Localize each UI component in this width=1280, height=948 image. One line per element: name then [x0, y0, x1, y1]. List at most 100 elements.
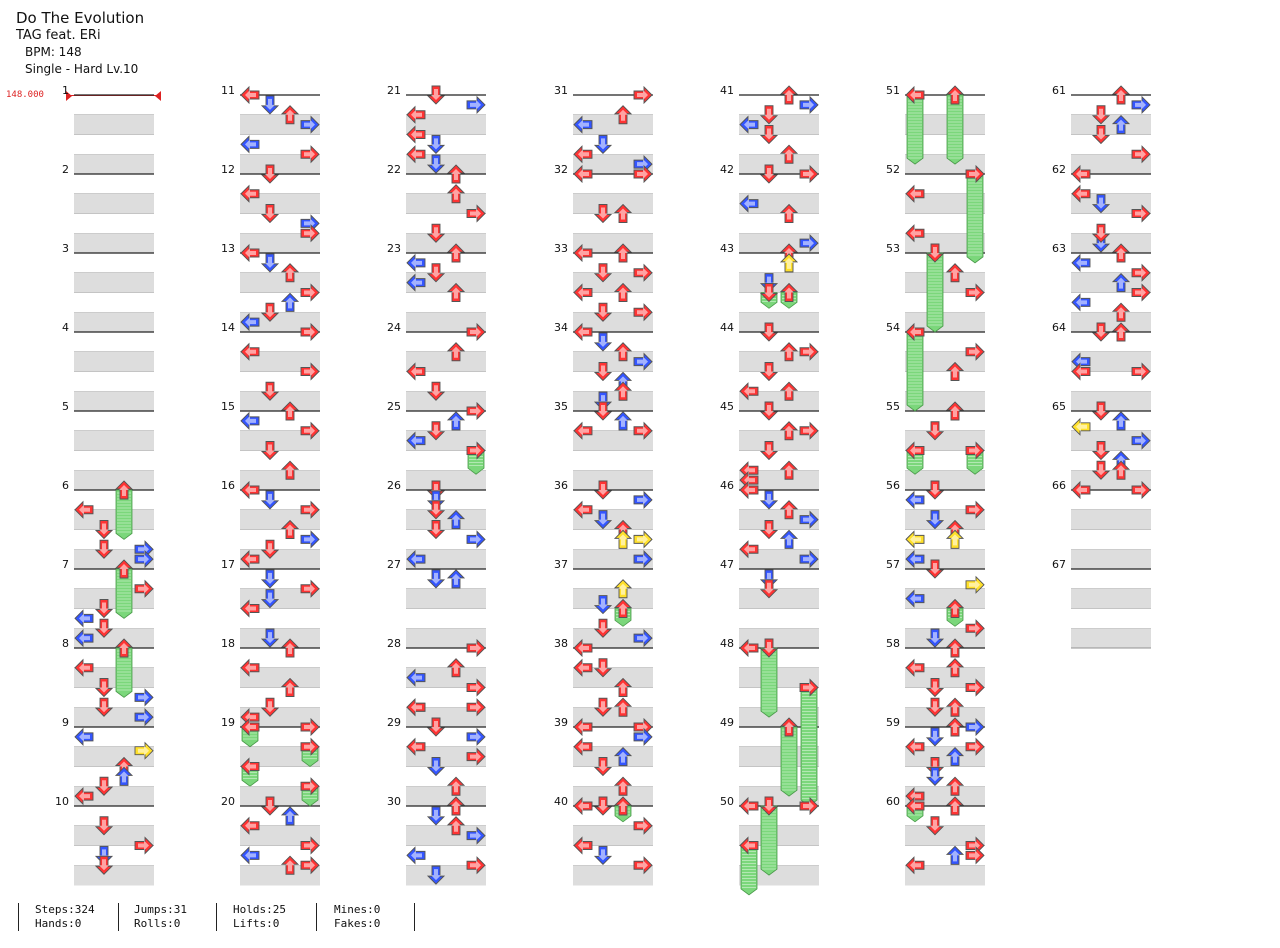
measure: 43	[720, 242, 819, 333]
arrow-right-icon	[1131, 263, 1151, 282]
arrow-right-icon	[466, 727, 486, 746]
arrow-right-icon	[466, 322, 486, 342]
hold-bar	[780, 726, 798, 797]
arrow-highlight	[598, 849, 608, 861]
arrow-highlight	[578, 722, 589, 732]
stripe	[1071, 234, 1151, 254]
arrow-up-icon	[945, 529, 965, 549]
arrow-down-icon	[759, 490, 779, 510]
arrow-up-icon	[446, 816, 466, 836]
arrow-right-icon	[633, 727, 653, 746]
arrow-highlight	[431, 523, 441, 535]
hold-body	[760, 805, 778, 876]
arrow-highlight	[930, 730, 940, 742]
arrow-right-icon	[799, 421, 819, 440]
arrow-highlight	[265, 543, 275, 555]
stripe	[240, 194, 320, 214]
arrow-right-icon	[300, 145, 320, 164]
arrow-down-icon	[260, 490, 280, 510]
arrow-down-icon	[925, 421, 945, 441]
arrow-highlight	[950, 267, 960, 279]
hold-body	[966, 173, 984, 264]
arrow-left-icon	[240, 816, 260, 835]
stripe	[240, 866, 320, 886]
arrow-right-icon	[965, 164, 985, 184]
arrow-highlight	[578, 149, 589, 160]
stripe	[240, 431, 320, 451]
stripe	[905, 431, 985, 451]
measure: 60	[886, 795, 985, 886]
measure: 50	[720, 795, 819, 886]
arrow-highlight	[784, 425, 794, 437]
arrow-highlight	[304, 366, 315, 377]
arrow-up-icon	[779, 342, 799, 362]
stripe	[1071, 313, 1151, 333]
arrow-highlight	[930, 513, 940, 525]
arrow-highlight	[1135, 149, 1146, 160]
stripe	[1071, 194, 1151, 214]
measure-number: 22	[387, 163, 401, 176]
arrow-highlight	[265, 444, 275, 456]
arrow-down-icon	[426, 806, 446, 826]
arrow-right-icon	[1131, 204, 1151, 223]
stripe	[406, 510, 486, 530]
arrow-left-icon	[905, 737, 925, 756]
arrow-down-icon	[94, 697, 114, 717]
arrow-down-icon	[925, 766, 945, 787]
hold-bar	[760, 805, 778, 876]
arrow-highlight	[784, 504, 794, 516]
arrow-down-icon	[925, 678, 945, 698]
arrow-left-icon	[573, 500, 593, 519]
arrow-up-icon	[945, 845, 965, 865]
measure-number: 4	[62, 321, 69, 334]
stripe	[74, 629, 154, 649]
measure-number: 31	[554, 84, 568, 97]
measure-number: 11	[221, 84, 235, 97]
arrow-highlight	[618, 248, 628, 259]
arrow-right-icon	[799, 95, 819, 114]
arrow-down-icon	[759, 362, 779, 382]
stripe	[905, 747, 985, 767]
measure: 41	[720, 84, 819, 175]
arrow-right-icon	[134, 708, 154, 727]
arrow-up-icon	[613, 697, 633, 717]
arrow-highlight	[285, 109, 295, 121]
arrow-highlight	[930, 681, 940, 693]
arrow-up-icon	[280, 855, 300, 875]
arrow-right-icon	[300, 362, 320, 381]
stripe	[406, 787, 486, 807]
arrow-left-icon	[573, 145, 593, 164]
arrow-highlight	[784, 208, 794, 220]
arrow-highlight	[431, 760, 441, 772]
stripe	[406, 866, 486, 886]
arrow-down-icon	[759, 401, 779, 421]
stripe	[1071, 471, 1151, 491]
arrow-highlight	[265, 168, 275, 179]
arrow-right-icon	[799, 164, 819, 184]
arrow-up-icon	[779, 282, 799, 302]
arrow-highlight	[578, 248, 589, 258]
measure-number: 44	[720, 321, 734, 334]
arrow-down-icon	[94, 520, 114, 540]
arrow-down-icon	[426, 757, 446, 777]
arrow-left-icon	[573, 658, 593, 677]
arrow-right-icon	[466, 747, 486, 766]
arrow-left-icon	[406, 273, 426, 292]
stripe	[240, 708, 320, 728]
arrow-left-icon	[573, 737, 593, 756]
arrow-highlight	[578, 425, 589, 436]
arrow-highlight	[803, 238, 814, 249]
arrow-highlight	[764, 108, 774, 120]
arrow-up-icon	[446, 411, 466, 431]
arrow-highlight	[598, 365, 608, 377]
arrow-down-icon	[426, 85, 446, 105]
arrow-left-icon	[1071, 293, 1091, 312]
arrow-left-icon	[739, 638, 759, 658]
arrow-right-icon	[799, 234, 819, 253]
arrow-highlight	[910, 494, 921, 505]
arrow-left-icon	[240, 184, 260, 203]
arrow-highlight	[618, 583, 628, 595]
hold-body	[926, 252, 944, 333]
arrow-up-icon	[613, 342, 633, 362]
arrow-highlight	[99, 543, 109, 555]
